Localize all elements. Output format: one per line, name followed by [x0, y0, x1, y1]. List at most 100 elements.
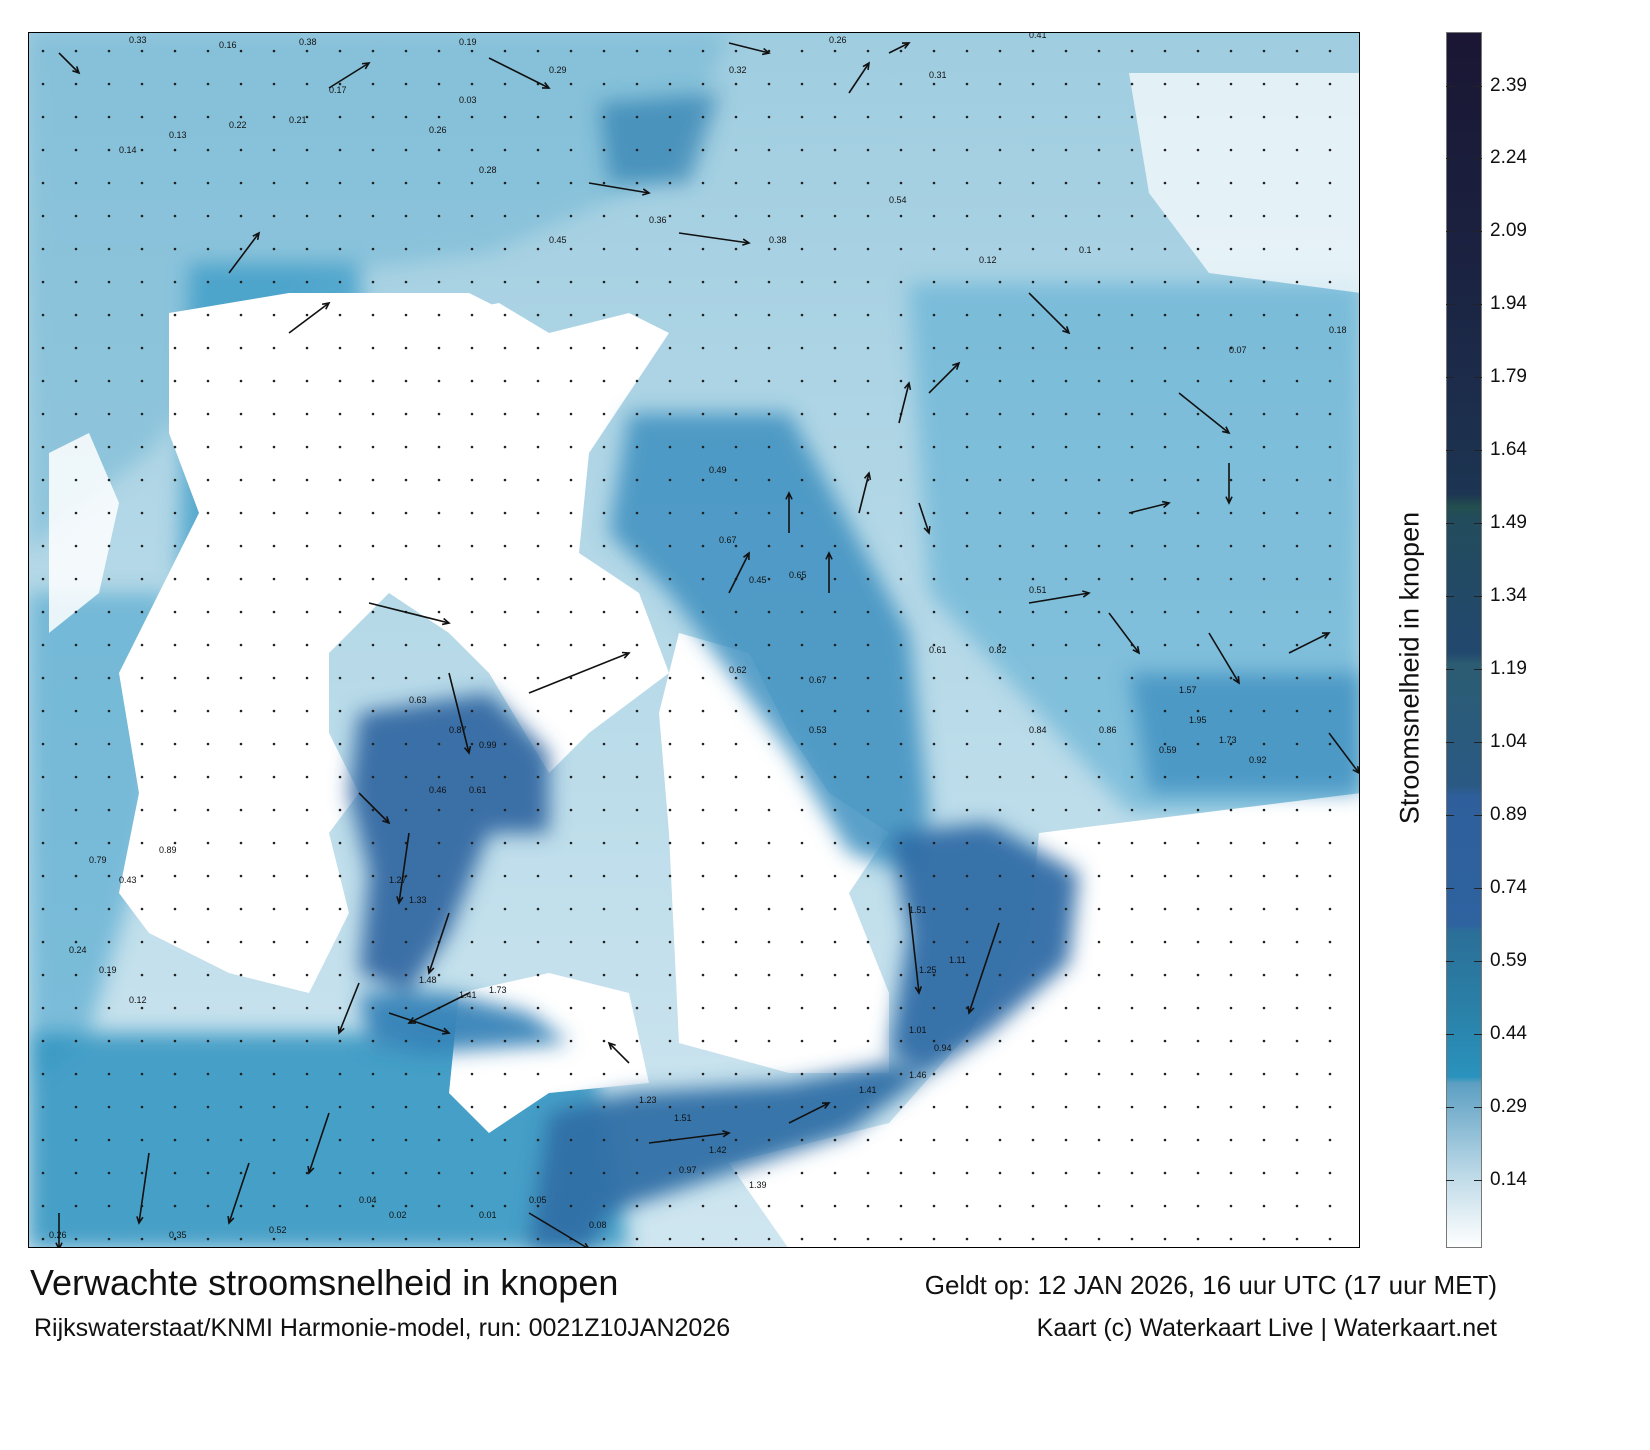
grid-dot: [1130, 1039, 1134, 1043]
grid-dot: [206, 214, 210, 218]
grid-dot: [569, 808, 573, 812]
grid-dot: [701, 577, 705, 581]
grid-dot: [899, 742, 903, 746]
grid-dot: [107, 907, 111, 911]
grid-dot: [305, 610, 309, 614]
grid-dot: [1295, 742, 1299, 746]
current-arrow: [337, 982, 360, 1035]
grid-dot: [800, 181, 804, 185]
grid-dot: [734, 1171, 738, 1175]
grid-dot: [107, 874, 111, 878]
grid-dot: [701, 643, 705, 647]
grid-dot: [635, 412, 639, 416]
speed-label: 0.02: [389, 1210, 407, 1220]
current-arrow: [358, 792, 391, 825]
grid-dot: [800, 478, 804, 482]
speed-label: 0.28: [479, 165, 497, 175]
grid-dot: [602, 1105, 606, 1109]
grid-dot: [536, 841, 540, 845]
speed-label: 1.42: [709, 1145, 727, 1155]
speed-label: 0.32: [729, 65, 747, 75]
current-speed-map[interactable]: 0.33 0.16 0.38 0.19 0.29 0.32 0.26 0.31 0.41 0.14…: [28, 32, 1360, 1248]
grid-dot: [1064, 313, 1068, 317]
grid-dot: [701, 775, 705, 779]
grid-dot: [74, 346, 78, 350]
grid-dot: [569, 346, 573, 350]
grid-dot: [866, 808, 870, 812]
grid-dot: [701, 214, 705, 218]
grid-dot: [833, 1237, 837, 1241]
grid-dot: [371, 775, 375, 779]
grid-dot: [503, 676, 507, 680]
grid-dot: [668, 1072, 672, 1076]
grid-dot: [1295, 346, 1299, 350]
grid-dot: [569, 775, 573, 779]
grid-dot: [107, 49, 111, 53]
speed-label: 0.41: [1029, 33, 1047, 40]
grid-dot: [1130, 1204, 1134, 1208]
grid-dot: [932, 709, 936, 713]
speed-label: 0.89: [159, 845, 177, 855]
grid-dot: [272, 775, 276, 779]
grid-dot: [41, 1039, 45, 1043]
grid-dot: [503, 148, 507, 152]
grid-dot: [305, 445, 309, 449]
grid-dot: [437, 49, 441, 53]
grid-dot: [1130, 808, 1134, 812]
grid-dot: [404, 1138, 408, 1142]
grid-dot: [1295, 808, 1299, 812]
grid-dot: [74, 841, 78, 845]
grid-dot: [701, 1072, 705, 1076]
grid-dot: [338, 214, 342, 218]
grid-dot: [371, 379, 375, 383]
grid-dot: [833, 709, 837, 713]
grid-dot: [305, 82, 309, 86]
grid-dot: [437, 577, 441, 581]
grid-dot: [734, 49, 738, 53]
colorbar-tick-mark: [1446, 888, 1454, 890]
grid-dot: [1031, 214, 1035, 218]
grid-dot: [536, 379, 540, 383]
grid-dot: [767, 940, 771, 944]
grid-dot: [833, 1039, 837, 1043]
grid-dot: [932, 148, 936, 152]
colorbar-tick-mark: [1474, 377, 1482, 379]
grid-dot: [1229, 1039, 1233, 1043]
colorbar-tick-mark: [1474, 85, 1482, 87]
grid-dot: [1163, 775, 1167, 779]
grid-dot: [1229, 247, 1233, 251]
grid-dot: [668, 511, 672, 515]
grid-dot: [569, 1204, 573, 1208]
grid-dot: [140, 610, 144, 614]
grid-dot: [833, 247, 837, 251]
grid-dot: [107, 82, 111, 86]
current-arrow: [888, 42, 911, 54]
grid-dot: [371, 49, 375, 53]
grid-dot: [998, 379, 1002, 383]
grid-dot: [701, 412, 705, 416]
grid-dot: [206, 940, 210, 944]
grid-dot: [74, 115, 78, 119]
grid-dot: [338, 1006, 342, 1010]
grid-dot: [74, 412, 78, 416]
grid-dot: [1064, 280, 1068, 284]
grid-dot: [305, 214, 309, 218]
grid-dot: [173, 874, 177, 878]
grid-dot: [1130, 214, 1134, 218]
grid-dot: [965, 445, 969, 449]
grid-dot: [767, 907, 771, 911]
grid-dot: [536, 214, 540, 218]
grid-dot: [1196, 82, 1200, 86]
grid-dot: [1130, 940, 1134, 944]
grid-dot: [734, 181, 738, 185]
grid-dot: [74, 742, 78, 746]
grid-dot: [536, 544, 540, 548]
grid-dot: [965, 610, 969, 614]
grid-dot: [107, 610, 111, 614]
colorbar-tick-mark: [1446, 377, 1454, 379]
grid-dot: [107, 1204, 111, 1208]
grid-dot: [569, 280, 573, 284]
grid-dot: [569, 1072, 573, 1076]
grid-dot: [173, 313, 177, 317]
grid-dot: [470, 610, 474, 614]
